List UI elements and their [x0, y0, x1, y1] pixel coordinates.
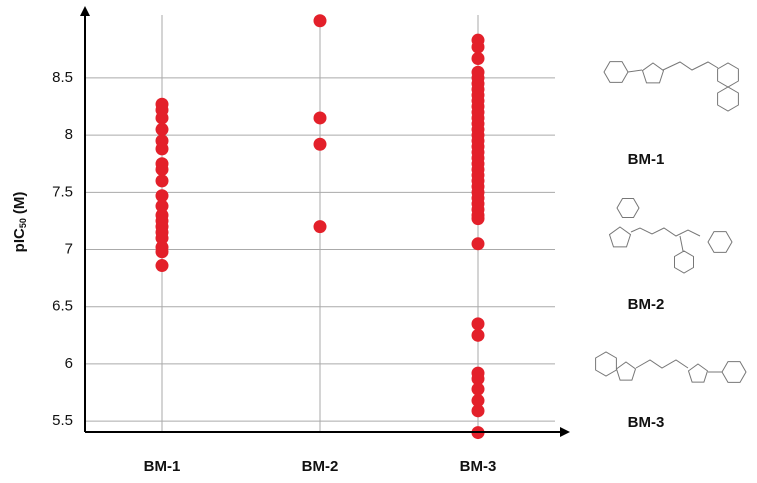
x-axis-arrow: [560, 427, 570, 437]
point: [155, 122, 169, 136]
ring: [717, 86, 739, 112]
point: [471, 212, 485, 226]
structure-label: BM-3: [628, 414, 665, 431]
ring: [707, 231, 733, 253]
bond: [627, 69, 643, 73]
x-tick-label: BM-3: [460, 458, 497, 475]
point: [155, 142, 169, 156]
point: [471, 404, 485, 418]
point: [155, 259, 169, 273]
point: [313, 137, 327, 151]
ring: [674, 250, 694, 274]
point: [471, 40, 485, 54]
point: [313, 14, 327, 28]
bond: [630, 227, 701, 237]
point: [313, 111, 327, 125]
bond: [635, 359, 689, 369]
point: [313, 220, 327, 234]
point: [155, 245, 169, 259]
ring: [687, 363, 709, 383]
structures: [595, 61, 747, 383]
structure-label: BM-2: [628, 296, 665, 313]
ring: [717, 62, 739, 88]
y-tick-label: 7.5: [52, 183, 73, 200]
bond: [679, 235, 684, 252]
ring: [603, 61, 629, 83]
x-tick-label: BM-2: [302, 458, 339, 475]
point: [471, 317, 485, 331]
ring: [595, 351, 617, 377]
y-tick-label: 8.5: [52, 69, 73, 86]
point: [155, 199, 169, 213]
x-tick-label: BM-1: [144, 458, 181, 475]
bond: [662, 61, 719, 71]
ring: [721, 361, 747, 383]
y-label-unit: (M): [11, 192, 28, 215]
point: [471, 237, 485, 251]
y-tick-label: 8: [65, 126, 73, 143]
y-axis-label: pIC50 (M): [11, 192, 28, 253]
point: [155, 174, 169, 188]
y-tick-label: 5.5: [52, 412, 73, 429]
y-label-sub: 50: [18, 218, 28, 228]
y-tick-label: 6.5: [52, 298, 73, 315]
y-label-main: pIC: [11, 228, 28, 252]
y-tick-label: 7: [65, 240, 73, 257]
point: [471, 51, 485, 65]
structure-label: BM-1: [628, 151, 665, 168]
point: [471, 372, 485, 386]
y-axis-arrow: [80, 6, 90, 16]
point: [155, 231, 169, 245]
ring: [641, 62, 665, 84]
point: [471, 394, 485, 408]
point: [155, 162, 169, 176]
point: [471, 382, 485, 396]
y-tick-label: 6: [65, 355, 73, 372]
ring: [616, 198, 640, 218]
ring: [615, 361, 637, 381]
point: [155, 111, 169, 125]
ring: [608, 226, 632, 248]
point: [471, 328, 485, 342]
point: [155, 189, 169, 203]
